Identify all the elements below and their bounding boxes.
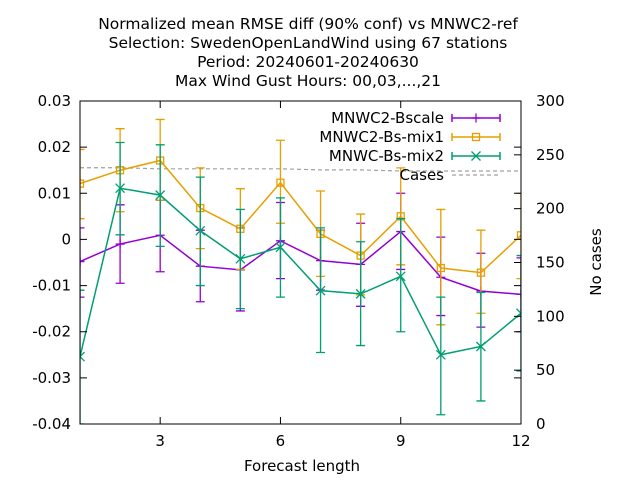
chart-title: Normalized mean RMSE diff (90% conf) vs … <box>98 15 518 90</box>
plot-frame <box>79 100 522 425</box>
legend-marker <box>471 151 481 161</box>
y-tick-label: 0.03 <box>38 92 71 110</box>
data-point <box>475 341 486 352</box>
data-point <box>435 349 446 360</box>
y2-tick-label: 100 <box>536 307 565 325</box>
legend-item-3: MNWC-Bs-mix2 <box>329 147 501 165</box>
plot-series <box>80 118 521 424</box>
data-point <box>436 263 445 273</box>
data-point <box>275 242 286 253</box>
cases-line <box>80 167 521 172</box>
legend-label: MNWC2-Bs-mix1 <box>319 128 444 146</box>
data-point <box>195 225 206 236</box>
series-2 <box>80 118 521 326</box>
y-tick-label: 0.02 <box>38 138 71 156</box>
legend-item-1: MNWC2-Bscale <box>331 109 501 127</box>
title-line-2: Selection: SwedenOpenLandWind using 67 s… <box>109 34 508 52</box>
y2-tick-label: 0 <box>536 415 546 433</box>
axes: -0.04 -0.03 -0.02 -0.01 0 0.01 0.02 0.03 0 50 100 1… <box>32 92 564 450</box>
legend-item-2: MNWC2-Bs-mix1 <box>319 128 501 146</box>
y-tick-label: 0.01 <box>38 184 71 202</box>
series-line <box>80 159 521 274</box>
data-point <box>115 183 126 194</box>
legend-item-4: Cases <box>399 166 500 184</box>
data-point <box>80 179 85 188</box>
legend-label: MNWC-Bs-mix2 <box>329 147 444 165</box>
error-bar <box>80 148 85 220</box>
y-tick-label: -0.01 <box>32 277 71 295</box>
x-tick-label: 3 <box>155 432 165 450</box>
data-point <box>115 239 125 249</box>
error-bar <box>80 227 85 298</box>
series-line <box>80 187 521 357</box>
error-bar <box>396 218 406 333</box>
series-line <box>80 230 521 296</box>
legend-label: MNWC2-Bscale <box>331 109 444 127</box>
x-tick-label: 9 <box>396 432 406 450</box>
y2-tick-label: 200 <box>536 200 565 218</box>
data-point <box>476 268 486 277</box>
data-point <box>276 178 285 187</box>
y2-tick-label: 150 <box>536 254 565 272</box>
plot-area <box>80 118 521 424</box>
data-point <box>80 257 85 267</box>
title-line-1: Normalized mean RMSE diff (90% conf) vs … <box>98 15 518 33</box>
y2-tick-label: 300 <box>536 92 565 110</box>
y2-tick-label: 50 <box>536 361 555 379</box>
data-point <box>235 253 246 264</box>
error-bar <box>516 254 521 372</box>
y-tick-label: -0.03 <box>32 369 71 387</box>
x-tick-label: 6 <box>276 432 286 450</box>
x-axis-label: Forecast length <box>244 457 360 475</box>
y-tick-label: 0 <box>61 230 71 248</box>
data-point <box>315 285 326 296</box>
data-point <box>516 289 521 299</box>
x-tick-label: 12 <box>511 432 530 450</box>
legend-swatch <box>451 133 501 141</box>
legend-marker <box>471 132 481 142</box>
legend: MNWC2-BscaleMNWC2-Bs-mix1MNWC-Bs-mix2Cas… <box>319 109 501 184</box>
title-line-3: Period: 20240601-20240630 <box>197 53 419 71</box>
series-1 <box>80 192 521 333</box>
title-line-4: Max Wind Gust Hours: 00,03,...,21 <box>175 72 441 90</box>
error-bar <box>80 289 85 424</box>
data-point <box>516 231 521 240</box>
y2-tick-label: 250 <box>536 146 565 164</box>
data-point <box>355 288 366 299</box>
y2-axis-label: No cases <box>587 228 605 296</box>
error-bar <box>436 296 446 416</box>
y-tick-label: -0.04 <box>32 415 71 433</box>
legend-label: Cases <box>399 166 444 184</box>
data-point <box>155 190 166 201</box>
data-point <box>80 351 85 362</box>
data-point <box>395 271 406 282</box>
y-tick-label: -0.02 <box>32 323 71 341</box>
legend-marker <box>471 113 481 123</box>
